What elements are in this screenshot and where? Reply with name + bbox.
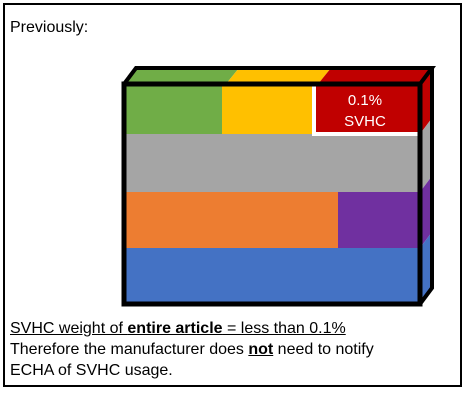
top-face-yellow	[226, 68, 331, 84]
caption-line-3: ECHA of SVHC usage.	[10, 362, 173, 379]
label-svhc: SVHC	[344, 113, 386, 130]
top-face-red	[318, 68, 432, 84]
block-red	[314, 84, 420, 134]
front-face-outline	[121, 81, 423, 307]
side-face-outline	[418, 68, 434, 306]
caption: SVHC weight of entire article = less tha…	[10, 318, 462, 381]
block-gray	[124, 134, 420, 192]
caption-line-1: SVHC weight of entire article = less tha…	[10, 318, 462, 339]
side-face-gray	[420, 118, 432, 192]
label-percent: 0.1%	[348, 92, 382, 109]
block-orange	[124, 192, 338, 248]
label-box-border	[312, 84, 420, 136]
side-face-red	[420, 68, 432, 134]
heading: Previously:	[10, 19, 89, 36]
block-blue	[124, 248, 420, 304]
side-face-purple	[420, 176, 432, 248]
caption-line-2: Therefore the manufacturer does not need…	[10, 341, 374, 358]
block-yellow	[222, 84, 318, 134]
top-face-outline	[122, 66, 436, 86]
caption-underlined: SVHC weight of entire article = less tha…	[10, 320, 346, 337]
top-face-green	[124, 68, 239, 84]
side-face-blue	[420, 232, 432, 304]
block-purple	[338, 192, 420, 248]
block-green	[124, 84, 222, 134]
